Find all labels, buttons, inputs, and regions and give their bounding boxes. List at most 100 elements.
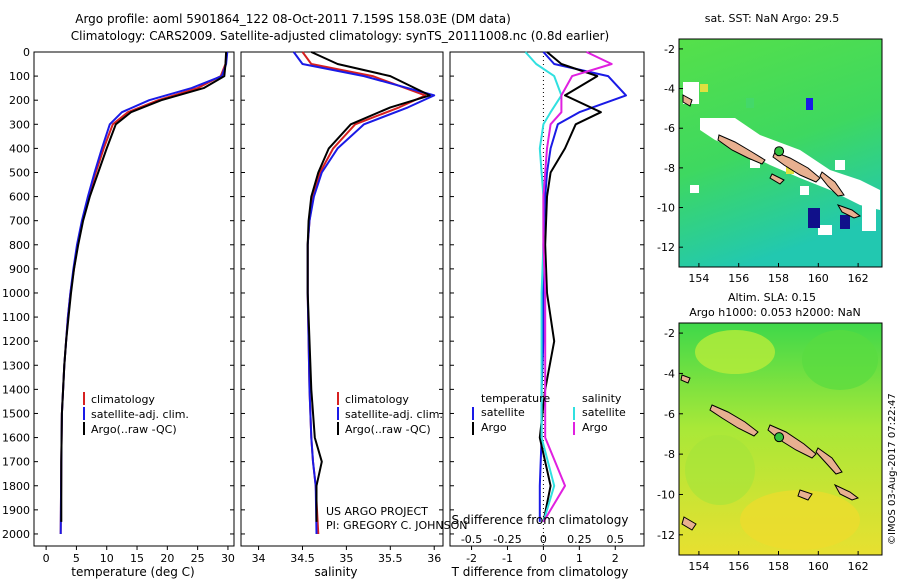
map-y-tick-label: -2 bbox=[664, 43, 675, 56]
difference-lines bbox=[524, 51, 627, 546]
y-tick-label: 1700 bbox=[2, 456, 30, 469]
map-y-tick-label: -6 bbox=[664, 408, 675, 421]
series-argo bbox=[306, 51, 431, 522]
map-y-tick-label: -10 bbox=[657, 202, 675, 215]
map-x-tick-label: 162 bbox=[848, 560, 869, 573]
map-y-tick-label: -6 bbox=[664, 122, 675, 135]
sla-map-title-line1: Altim. SLA: 0.15 bbox=[728, 291, 816, 304]
temperature-panel bbox=[33, 51, 235, 547]
series-t-argo bbox=[538, 51, 602, 523]
x-tick-label: 10 bbox=[100, 552, 114, 565]
s-tick-label: -0.25 bbox=[493, 533, 521, 546]
salinity-lines bbox=[292, 51, 436, 535]
x-tick-label: 15 bbox=[130, 552, 144, 565]
sst-map bbox=[679, 39, 882, 267]
series-satellite bbox=[59, 51, 229, 535]
x-tick-label: 0 bbox=[43, 552, 50, 565]
y-tick-label: 600 bbox=[9, 191, 30, 204]
temperature-lines bbox=[59, 51, 229, 535]
legend-salinity-title: salinity bbox=[582, 392, 622, 405]
y-tick-label: 700 bbox=[9, 215, 30, 228]
sla-map-title-line2: Argo h1000: 0.053 h2000: NaN bbox=[689, 306, 861, 319]
imos-stamp: ©IMOS 03-Aug-2017 07:22:47 bbox=[887, 393, 898, 545]
map-x-tick-label: 160 bbox=[808, 272, 829, 285]
y-tick-label: 900 bbox=[9, 263, 30, 276]
map-x-tick-label: 158 bbox=[768, 272, 789, 285]
s-tick-label: 0.25 bbox=[567, 533, 592, 546]
sst-map-ticks: 154 156 158 160 162 -2 -4 -6 -8 -10 -12 bbox=[657, 43, 869, 285]
temperature-legend: climatology satellite-adj. clim. Argo(..… bbox=[83, 392, 189, 436]
x-tick-label: 5 bbox=[73, 552, 80, 565]
y-tick-label: 1400 bbox=[2, 383, 30, 396]
x-tick-label: 1 bbox=[576, 552, 583, 565]
map-y-tick-label: -2 bbox=[664, 327, 675, 340]
y-tick-label: 100 bbox=[9, 70, 30, 83]
temperature-xlabel: temperature (deg C) bbox=[71, 565, 194, 579]
legend-argo: Argo(..raw -QC) bbox=[91, 423, 177, 436]
map-x-tick-label: 156 bbox=[728, 272, 749, 285]
y-tick-label: 300 bbox=[9, 118, 30, 131]
y-tick-label: 800 bbox=[9, 239, 30, 252]
x-tick-label: 34.5 bbox=[290, 552, 315, 565]
argo-location-marker bbox=[774, 146, 785, 157]
figure-title-line1: Argo profile: aoml 5901864_122 08-Oct-20… bbox=[75, 12, 511, 26]
legend-satellite: satellite-adj. clim. bbox=[345, 408, 443, 421]
sla-map-ticks: 154 156 158 160 162 -2 -4 -6 -8 -10 -12 bbox=[657, 327, 869, 573]
x-tick-label: 36 bbox=[427, 552, 441, 565]
map-x-tick-label: 156 bbox=[728, 560, 749, 573]
y-tick-label: 1300 bbox=[2, 359, 30, 372]
x-tick-label: 30 bbox=[221, 552, 235, 565]
map-y-tick-label: -12 bbox=[657, 241, 675, 254]
map-x-tick-label: 158 bbox=[768, 560, 789, 573]
map-y-tick-label: -10 bbox=[657, 488, 675, 501]
map-y-tick-label: -4 bbox=[664, 367, 675, 380]
x-tick-label: 2 bbox=[612, 552, 619, 565]
legend-climatology: climatology bbox=[91, 393, 155, 406]
series-satellite bbox=[292, 51, 436, 535]
map-y-tick-label: -4 bbox=[664, 83, 675, 96]
y-tick-label: 500 bbox=[9, 166, 30, 179]
legend-t-argo: Argo bbox=[481, 421, 507, 434]
x-tick-label: 34 bbox=[252, 552, 266, 565]
legend-t-satellite: satellite bbox=[481, 406, 525, 419]
map-x-tick-label: 154 bbox=[688, 272, 709, 285]
sst-map-title: sat. SST: NaN Argo: 29.5 bbox=[705, 12, 839, 25]
s-tick-label: -0.5 bbox=[461, 533, 482, 546]
legend-s-satellite: satellite bbox=[582, 406, 626, 419]
salinity-xlabel: salinity bbox=[314, 565, 357, 579]
y-tick-label: 0 bbox=[23, 46, 30, 59]
argo-location-marker bbox=[774, 432, 785, 443]
x-tick-label: 35 bbox=[339, 552, 353, 565]
y-tick-label: 1900 bbox=[2, 504, 30, 517]
y-tick-label: 1200 bbox=[2, 335, 30, 348]
x-tick-label: 0 bbox=[540, 552, 547, 565]
s-tick-label: 0.5 bbox=[607, 533, 625, 546]
pi-credit: PI: GREGORY C. JOHNSON bbox=[326, 519, 467, 532]
y-tick-label: 200 bbox=[9, 94, 30, 107]
sla-map-frame bbox=[678, 322, 883, 556]
x-tick-label: -1 bbox=[502, 552, 513, 565]
s-tick-label: 0 bbox=[540, 533, 547, 546]
difference-xlabel-top: S difference from climatology bbox=[452, 513, 629, 527]
difference-legend: temperature satellite Argo salinity sate… bbox=[472, 392, 626, 435]
series-s-argo bbox=[542, 51, 613, 523]
difference-xlabel: T difference from climatology bbox=[451, 565, 629, 579]
series-argo bbox=[60, 51, 228, 522]
axes-ticks: 0 5 10 15 20 25 300100200300400500600700800900… bbox=[2, 46, 644, 565]
sla-map bbox=[679, 323, 882, 555]
map-x-tick-label: 160 bbox=[808, 560, 829, 573]
y-tick-label: 1000 bbox=[2, 287, 30, 300]
y-tick-label: 1500 bbox=[2, 407, 30, 420]
y-tick-label: 2000 bbox=[2, 528, 30, 541]
series-climatology bbox=[59, 51, 228, 535]
project-credit: US ARGO PROJECT bbox=[326, 505, 428, 518]
salinity-panel bbox=[240, 51, 444, 547]
y-tick-label: 1600 bbox=[2, 432, 30, 445]
map-x-tick-label: 162 bbox=[848, 272, 869, 285]
series-s-satellite bbox=[524, 51, 563, 523]
map-y-tick-label: -8 bbox=[664, 162, 675, 175]
sst-map-frame bbox=[678, 38, 883, 268]
x-tick-label: 25 bbox=[191, 552, 205, 565]
legend-argo: Argo(..raw -QC) bbox=[345, 423, 431, 436]
